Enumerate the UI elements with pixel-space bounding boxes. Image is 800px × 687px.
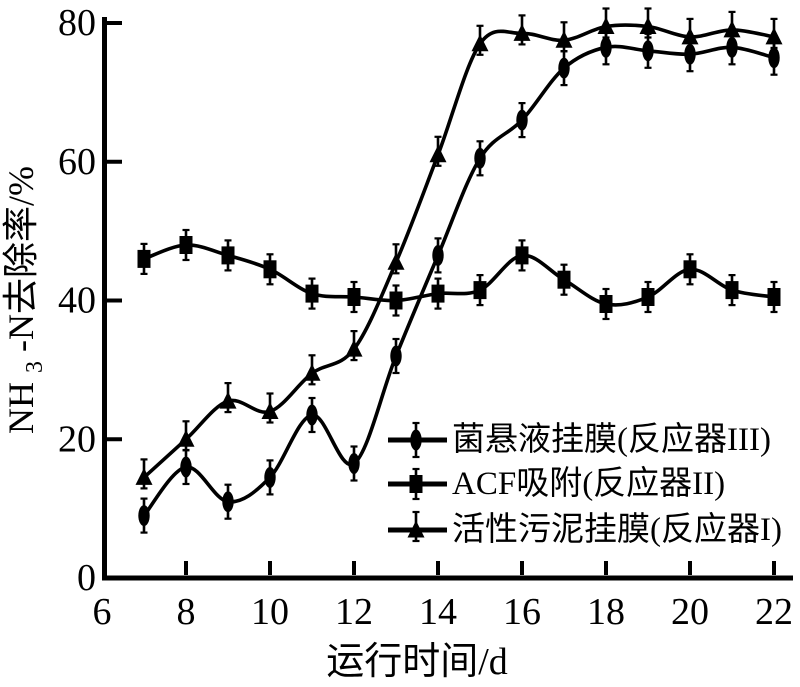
data-point-square <box>515 246 529 265</box>
data-point-triangle <box>261 402 279 419</box>
series-3-line <box>142 23 775 479</box>
data-point-triangle <box>407 520 425 538</box>
series-2-line <box>143 243 775 307</box>
data-point-square <box>725 281 739 300</box>
data-point-square <box>347 288 361 306</box>
data-point-triangle <box>345 339 363 357</box>
data-point-triangle <box>765 27 783 45</box>
data-point-triangle <box>555 30 573 48</box>
data-point-triangle <box>429 145 447 163</box>
x-tick-label: 14 <box>419 591 457 633</box>
x-tick-label: 10 <box>251 591 289 633</box>
data-point-ellipse <box>390 345 402 367</box>
data-point-ellipse <box>642 40 654 62</box>
y-tick-label: 40 <box>58 280 96 322</box>
x-tick-label: 8 <box>177 591 196 633</box>
y-axis-title-subscript: 3 <box>22 361 48 373</box>
y-tick-label: 0 <box>77 557 96 599</box>
data-point-square <box>557 270 571 289</box>
data-point-ellipse <box>600 36 612 58</box>
data-point-ellipse <box>516 109 528 131</box>
data-point-square <box>137 249 151 268</box>
data-point-ellipse <box>180 456 192 478</box>
data-point-square <box>389 291 403 310</box>
data-point-square <box>221 246 235 265</box>
tick-label-layer: 0 20 40 60 80 6 8 10 12 14 16 18 20 22 <box>58 2 793 633</box>
x-tick-label: 16 <box>503 591 541 633</box>
legend-label: 菌悬液挂膜(反应器III) <box>452 421 771 458</box>
data-point-ellipse <box>264 466 276 488</box>
data-point-square <box>473 281 487 300</box>
data-point-square <box>263 260 277 279</box>
y-tick-label: 60 <box>58 141 96 183</box>
y-axis-title-prefix: NH <box>1 382 41 434</box>
x-tick-label: 22 <box>755 591 793 633</box>
series-3 <box>135 7 783 490</box>
data-point-ellipse <box>410 429 422 451</box>
data-point-ellipse <box>768 47 780 69</box>
data-point-triangle <box>513 23 531 41</box>
data-point-triangle <box>723 20 741 38</box>
y-tick-label: 80 <box>58 2 96 44</box>
data-point-square <box>599 295 613 313</box>
data-point-ellipse <box>558 57 570 79</box>
data-point-triangle <box>471 34 489 52</box>
data-point-square <box>641 288 655 306</box>
data-point-square <box>683 260 697 279</box>
data-point-ellipse <box>348 453 360 474</box>
legend-label: 活性污泥挂膜(反应器I) <box>452 511 782 548</box>
data-point-ellipse <box>222 491 234 513</box>
data-point-square <box>179 236 193 254</box>
data-point-ellipse <box>432 244 444 266</box>
data-point-square <box>431 284 445 303</box>
data-point-ellipse <box>138 505 150 527</box>
axes-layer <box>102 17 793 581</box>
x-tick-label: 12 <box>335 591 373 633</box>
data-point-triangle <box>135 467 153 485</box>
y-tick-label: 20 <box>58 418 96 460</box>
y-axis-title-suffix: -N去除率/% <box>1 166 41 352</box>
legend-item: 活性污泥挂膜(反应器I) <box>388 510 782 548</box>
legend-label: ACF吸附(反应器II) <box>452 465 725 502</box>
x-tick-label: 20 <box>671 591 709 633</box>
data-point-triangle <box>303 363 321 381</box>
x-tick-label: 18 <box>587 591 625 633</box>
data-point-triangle <box>177 429 195 447</box>
legend: 菌悬液挂膜(反应器III) ACF吸附(反应器II) 活性污泥挂膜(反应器I) <box>388 421 782 548</box>
legend-item: ACF吸附(反应器II) <box>388 465 725 502</box>
series-2 <box>137 228 781 321</box>
data-point-ellipse <box>306 404 318 426</box>
data-point-triangle <box>597 17 615 34</box>
data-point-triangle <box>681 27 699 45</box>
data-point-triangle <box>387 252 405 270</box>
data-point-square <box>767 288 781 306</box>
x-tick-label: 6 <box>93 591 112 633</box>
legend-item: 菌悬液挂膜(反应器III) <box>388 421 771 459</box>
data-point-ellipse <box>726 36 738 58</box>
y-axis-title: NH 3 -N去除率/% <box>1 166 50 434</box>
data-point-ellipse <box>474 147 486 169</box>
series-layer <box>135 7 783 534</box>
data-point-square <box>305 284 319 303</box>
data-point-triangle <box>219 391 237 409</box>
data-point-square <box>409 475 423 493</box>
data-point-triangle <box>639 17 657 34</box>
x-axis-title: 运行时间/d <box>326 641 508 683</box>
